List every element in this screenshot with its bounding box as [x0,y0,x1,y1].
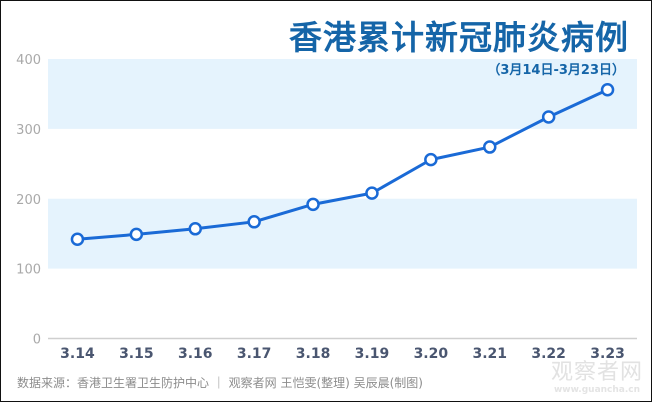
y-tick-label: 300 [16,123,41,138]
data-point [188,222,202,236]
series-line [77,88,609,241]
grid-bands [48,59,637,269]
chart-title: 香港累计新冠肺炎病例 [289,18,629,57]
data-point [483,140,497,154]
x-tick-label: 3.16 [178,346,213,362]
x-tick-label: 3.14 [60,346,95,362]
x-tick-label: 3.23 [590,346,625,362]
x-tick-label: 3.21 [472,346,507,362]
data-point [129,227,144,242]
chart-subtitle: （3月14日-3月23日） [487,63,625,78]
x-tick-label: 3.22 [531,346,566,362]
x-tick-label: 3.17 [237,346,272,362]
data-point [541,110,556,124]
x-tick-label: 3.20 [414,346,449,362]
data-point [306,197,320,212]
grid-band [48,59,637,129]
y-tick-label: 0 [33,333,41,348]
watermark-logo: 观察者网 www.guancha.cn [551,361,643,396]
data-point [424,152,438,167]
data-point [247,215,261,229]
data-point [70,232,85,247]
y-tick-label: 100 [16,263,41,278]
x-axis-ticks: 3.14 3.15 3.16 3.17 3.18 3.19 3.20 3.21 3.22 3.23 [60,346,625,362]
data-source-note: 数据来源：香港卫生署卫生防护中心 ｜ 观察者网 王恺雯(整理) 吴辰晨(制图) [17,376,423,390]
data-point-markers [70,82,615,247]
watermark-url: www.guancha.cn [553,385,641,395]
data-point [365,186,379,200]
watermark-brand: 观察者网 [550,360,643,385]
data-point [600,82,615,97]
x-tick-label: 3.18 [296,346,331,362]
x-tick-label: 3.15 [119,346,154,362]
x-tick-label: 3.19 [355,346,390,362]
y-tick-label: 200 [16,193,41,208]
y-axis-ticks: 0 100 200 300 400 [16,53,41,348]
y-tick-label: 400 [16,53,41,68]
